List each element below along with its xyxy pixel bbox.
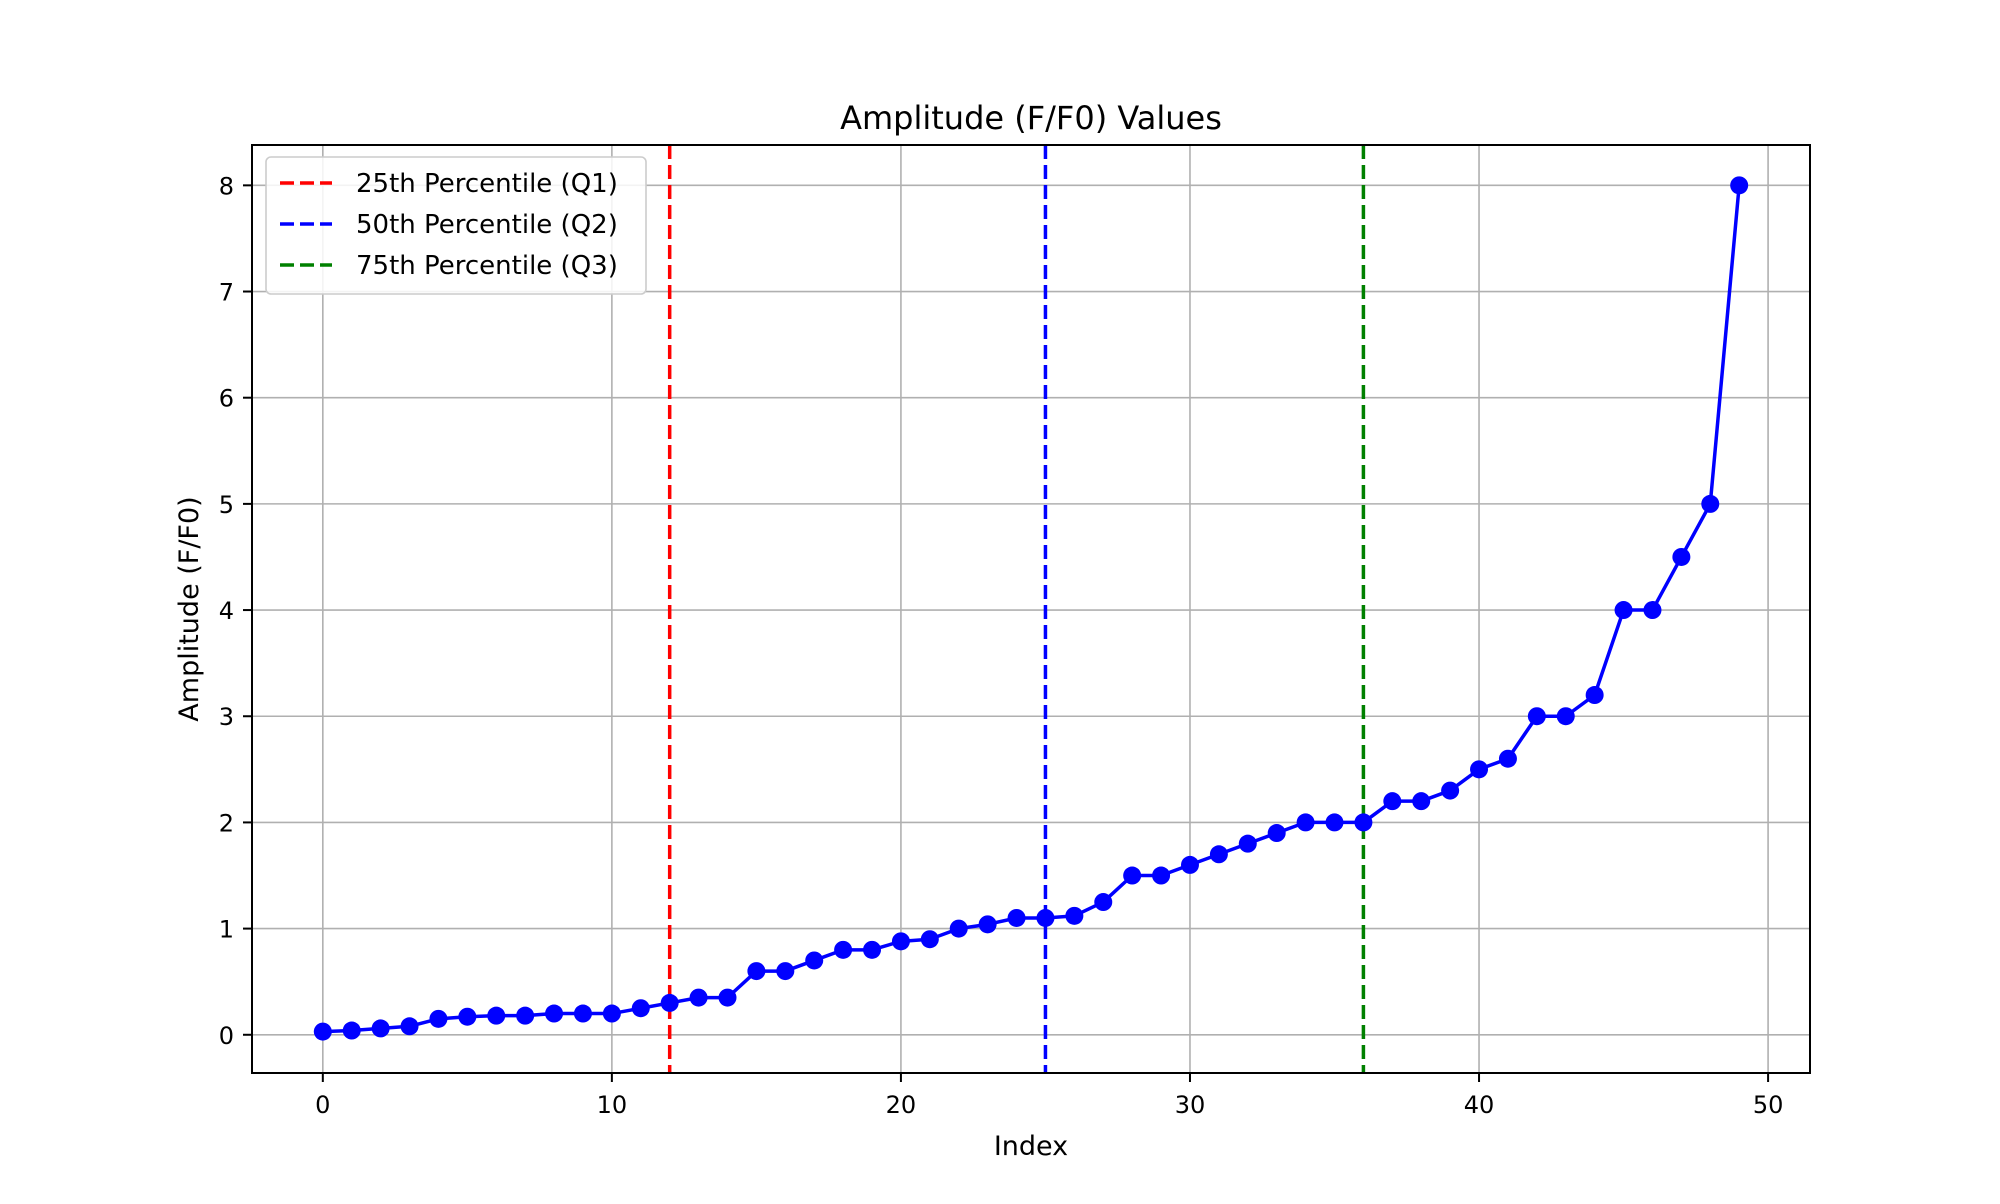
data-point	[863, 940, 882, 959]
plot-area-frame	[251, 144, 1811, 1074]
data-point	[1209, 845, 1228, 864]
y-axis-label: Amplitude (F/F0)	[174, 496, 205, 721]
data-point	[834, 940, 853, 959]
data-point	[342, 1021, 361, 1040]
data-point	[487, 1006, 506, 1025]
data-point	[313, 1022, 332, 1041]
y-tick-label: 6	[219, 385, 234, 413]
data-point	[1643, 601, 1662, 620]
legend-label: 25th Percentile (Q1)	[356, 169, 618, 199]
data-point	[1152, 866, 1171, 885]
data-point	[371, 1019, 390, 1038]
data-point	[516, 1006, 535, 1025]
data-point	[1614, 601, 1633, 620]
data-point	[1065, 906, 1084, 925]
data-point	[1556, 707, 1575, 726]
data-point	[400, 1017, 419, 1036]
y-tick-label: 2	[219, 809, 234, 837]
legend-box	[265, 156, 647, 295]
data-point	[718, 988, 737, 1007]
data-point	[1296, 813, 1315, 832]
data-point	[1325, 813, 1344, 832]
data-point	[920, 930, 939, 949]
x-tick-label: 10	[597, 1091, 628, 1119]
data-point	[458, 1007, 477, 1026]
data-point	[1441, 781, 1460, 800]
data-point	[1354, 813, 1373, 832]
data-point	[1412, 792, 1431, 811]
data-point	[978, 915, 997, 934]
data-point	[805, 951, 824, 970]
y-tick-label: 0	[219, 1022, 234, 1050]
data-point	[573, 1004, 592, 1023]
legend-label: 75th Percentile (Q3)	[356, 251, 618, 281]
data-point	[1527, 707, 1546, 726]
x-tick-label: 0	[315, 1091, 330, 1119]
x-tick-label: 50	[1753, 1091, 1784, 1119]
legend-label: 50th Percentile (Q2)	[356, 210, 618, 240]
data-point	[1238, 834, 1257, 853]
y-tick-label: 1	[219, 916, 234, 944]
y-tick-label: 5	[219, 491, 234, 519]
y-tick-label: 3	[219, 703, 234, 731]
data-point	[689, 988, 708, 1007]
data-point	[1123, 866, 1142, 885]
x-axis-label: Index	[994, 1131, 1068, 1162]
data-point	[660, 993, 679, 1012]
data-point	[602, 1004, 621, 1023]
data-point	[1730, 176, 1749, 195]
data-point	[1498, 749, 1517, 768]
y-tick-label: 8	[219, 172, 234, 200]
data-point	[1180, 855, 1199, 874]
data-point	[747, 962, 766, 981]
data-point	[891, 932, 910, 951]
data-point	[1007, 908, 1026, 927]
data-point	[631, 999, 650, 1018]
legend: 25th Percentile (Q1) 50th Percentile (Q2)…	[265, 156, 647, 295]
x-tick-label: 20	[886, 1091, 917, 1119]
data-point	[429, 1009, 448, 1028]
data-point	[1267, 824, 1286, 843]
data-point	[545, 1004, 564, 1023]
data-point	[1036, 908, 1055, 927]
axis-ticks: 0 10 20 30 40 50 0 1 2 3 4 5 6 7 8	[219, 172, 1784, 1119]
data-series	[313, 176, 1749, 1041]
chart-title: Amplitude (F/F0) Values	[840, 99, 1222, 137]
x-tick-label: 40	[1464, 1091, 1495, 1119]
data-point	[1383, 792, 1402, 811]
data-point	[1470, 760, 1489, 779]
y-tick-label: 4	[219, 597, 234, 625]
data-point	[949, 919, 968, 938]
data-point	[1672, 547, 1691, 566]
data-point	[776, 962, 795, 981]
x-tick-label: 30	[1175, 1091, 1206, 1119]
data-point	[1585, 686, 1604, 705]
data-point	[1701, 494, 1720, 513]
y-tick-label: 7	[219, 279, 234, 307]
data-point	[1094, 893, 1113, 912]
